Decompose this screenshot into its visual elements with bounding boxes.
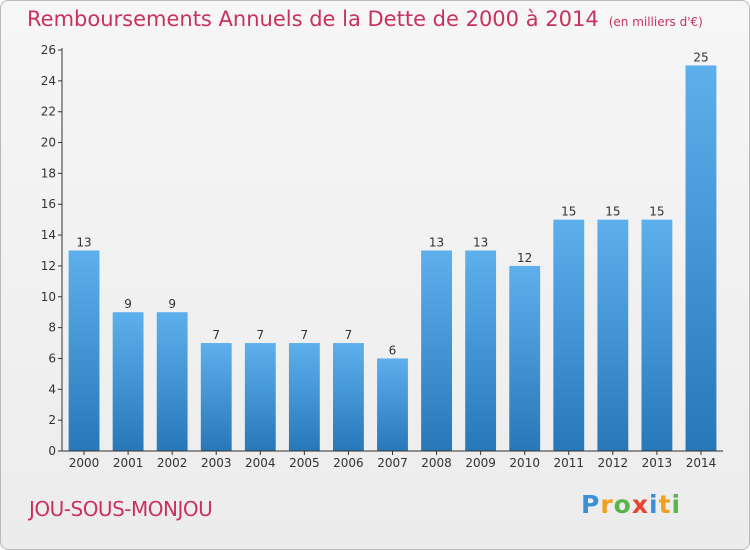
y-tick-label: 6 [48, 351, 56, 365]
bar-2005 [288, 343, 320, 451]
x-tick-label: 2008 [421, 456, 452, 470]
bar-2001 [112, 312, 144, 451]
location-name: JOU-SOUS-MONJOU [29, 497, 213, 521]
chart-title-text: Remboursements Annuels de la Dette de 20… [27, 7, 599, 31]
bar-2014 [685, 65, 717, 451]
y-tick-label: 2 [48, 413, 56, 427]
x-tick-label: 2004 [245, 456, 276, 470]
bar-2003 [200, 343, 232, 451]
logo-letter: i [671, 490, 682, 519]
y-tick-label: 0 [48, 444, 56, 458]
x-tick-label: 2003 [201, 456, 232, 470]
x-tick-label: 2000 [69, 456, 100, 470]
logo-letter: t [658, 490, 672, 519]
logo-letter: r [600, 490, 614, 519]
proxiti-logo[interactable]: Proxiti [581, 490, 681, 519]
x-tick-label: 2011 [553, 456, 584, 470]
bar-value-label: 7 [345, 328, 353, 342]
logo-letter: x [631, 490, 649, 519]
bar-value-label: 12 [517, 251, 532, 265]
y-tick-label: 12 [41, 259, 56, 273]
bar-2008 [421, 250, 452, 451]
bar-2013 [641, 219, 673, 451]
x-tick-label: 2002 [157, 456, 188, 470]
bar-2010 [509, 265, 541, 451]
bar-value-label: 7 [256, 328, 264, 342]
x-tick-label: 2007 [377, 456, 408, 470]
bar-value-label: 13 [473, 236, 488, 250]
bar-value-label: 6 [389, 343, 397, 357]
x-tick-label: 2013 [642, 456, 673, 470]
y-tick-label: 26 [41, 43, 56, 57]
y-tick-label: 24 [41, 74, 56, 88]
y-tick-label: 10 [41, 290, 56, 304]
y-tick-label: 18 [41, 166, 56, 180]
y-tick-label: 20 [41, 136, 56, 150]
bar-value-label: 15 [605, 205, 620, 219]
bar-value-label: 15 [561, 205, 576, 219]
bar-value-label: 9 [124, 297, 132, 311]
bar-value-label: 15 [649, 205, 664, 219]
x-tick-label: 2005 [289, 456, 320, 470]
bar-2009 [465, 250, 497, 451]
bar-value-label: 13 [76, 236, 91, 250]
x-tick-label: 2014 [686, 456, 717, 470]
unit-note: (en milliers d'€) [608, 15, 703, 29]
chart-title: Remboursements Annuels de la Dette de 20… [27, 7, 703, 31]
x-tick-label: 2010 [509, 456, 540, 470]
bar-2012 [597, 219, 629, 451]
logo-letter: P [581, 490, 601, 519]
bar-value-label: 9 [168, 297, 176, 311]
bar-2004 [244, 343, 276, 451]
bar-value-label: 7 [212, 328, 220, 342]
x-tick-label: 2009 [465, 456, 496, 470]
x-tick-label: 2012 [598, 456, 629, 470]
y-tick-label: 4 [48, 382, 56, 396]
y-tick-label: 8 [48, 321, 56, 335]
logo-letter: o [613, 490, 632, 519]
x-tick-label: 2006 [333, 456, 364, 470]
x-tick-label: 2001 [113, 456, 144, 470]
logo-letter: i [649, 490, 659, 519]
bar-2011 [553, 219, 585, 451]
bar-value-label: 13 [429, 236, 444, 250]
bar-2000 [68, 250, 100, 451]
bar-value-label: 25 [693, 50, 708, 64]
y-tick-label: 16 [41, 197, 56, 211]
bar-value-label: 7 [301, 328, 309, 342]
bar-2007 [377, 358, 408, 451]
y-tick-label: 22 [41, 105, 56, 119]
y-tick-label: 14 [41, 228, 56, 242]
bar-2002 [156, 312, 188, 451]
bar-2006 [333, 343, 364, 451]
